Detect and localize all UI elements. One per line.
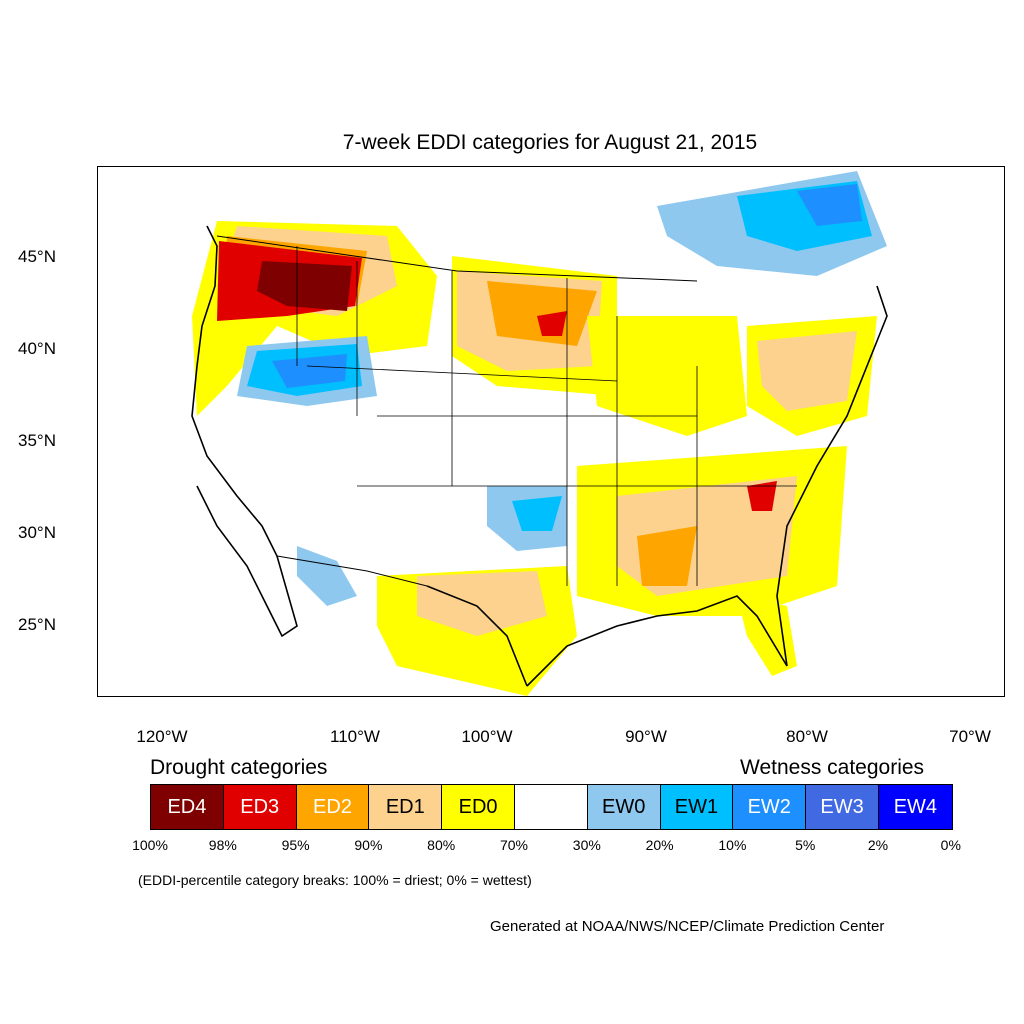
ew-southwest	[297, 546, 357, 606]
lat-label-30: 30°N	[18, 523, 56, 542]
percentile-tick: 30%	[572, 837, 601, 853]
map-panel	[97, 166, 1005, 697]
ed1-southern-plains	[417, 571, 547, 636]
percentile-tick: 5%	[795, 837, 816, 853]
credit-line: Generated at NOAA/NWS/NCEP/Climate Predi…	[490, 918, 885, 935]
legend-cell-ed1: ED1	[369, 785, 443, 829]
drought-heading: Drought categories	[150, 756, 328, 779]
legend-cell-ed4: ED4	[151, 785, 224, 829]
legend-cell-ed2: ED2	[296, 785, 370, 829]
percentile-tick: 10%	[718, 837, 747, 853]
ed3-southeast	[747, 481, 777, 511]
gulf-coast	[426, 585, 788, 687]
east-coast	[776, 285, 888, 667]
legend-cell-ed3: ED3	[223, 785, 297, 829]
lon-label-70w: 70°W	[949, 727, 991, 746]
ed0-florida	[737, 596, 797, 676]
ew1-texas-oklahoma	[512, 496, 562, 531]
lat-label-35: 35°N	[18, 431, 56, 450]
lon-label-120w: 120°W	[136, 727, 188, 746]
lon-label-110w: 110°W	[330, 727, 380, 746]
percentile-tick: 0%	[940, 837, 961, 853]
ed2-northern-plains	[487, 281, 597, 346]
legend-cell-ew1: EW1	[660, 785, 734, 829]
percentile-tick: 100%	[132, 837, 168, 853]
legend-cell-ew2: EW2	[733, 785, 807, 829]
percentile-tick: 98%	[208, 837, 237, 853]
ed2-southeast	[637, 526, 697, 586]
percentile-tick: 2%	[867, 837, 889, 853]
coastline	[191, 225, 298, 638]
lon-label-80w: 80°W	[786, 727, 828, 746]
percentile-tick: 80%	[427, 837, 456, 853]
lon-label-90w: 90°W	[625, 727, 667, 746]
ed4-northwest	[257, 261, 352, 311]
legend-cell-ew0: EW0	[587, 785, 661, 829]
ed1b-northeast	[757, 331, 857, 411]
ew2-great-basin	[272, 354, 347, 388]
lat-label-45: 45°N	[18, 247, 56, 266]
footnote: (EDDI-percentile category breaks: 100% =…	[138, 872, 532, 888]
lon-label-100w: 100°W	[461, 727, 513, 746]
mexico-border	[276, 555, 428, 587]
lat-label-40: 40°N	[18, 339, 56, 358]
lat-label-25: 25°N	[18, 615, 56, 634]
wetness-heading: Wetness categories	[740, 756, 925, 779]
legend-cell-ed0: ED0	[442, 785, 515, 829]
ed0-great-lakes	[587, 316, 747, 436]
percentile-tick: 95%	[281, 837, 310, 853]
state-lines	[296, 246, 797, 586]
legend-cell-ew3: EW3	[806, 785, 879, 829]
percentile-tick: 70%	[499, 837, 529, 853]
legend-cell-neutral	[514, 785, 588, 829]
percentile-tick: 20%	[645, 837, 674, 853]
map-title: 7-week EDDI categories for August 21, 20…	[342, 131, 758, 154]
legend-cell-ew4: EW4	[878, 785, 952, 829]
ew2-quebec	[797, 184, 862, 226]
ed3-northern-plains	[537, 311, 567, 336]
legend-bar: ED4 ED3 ED2 ED1 ED0 EW0 EW1 EW2 EW3 EW4	[150, 784, 953, 830]
percentile-tick: 90%	[354, 837, 383, 853]
